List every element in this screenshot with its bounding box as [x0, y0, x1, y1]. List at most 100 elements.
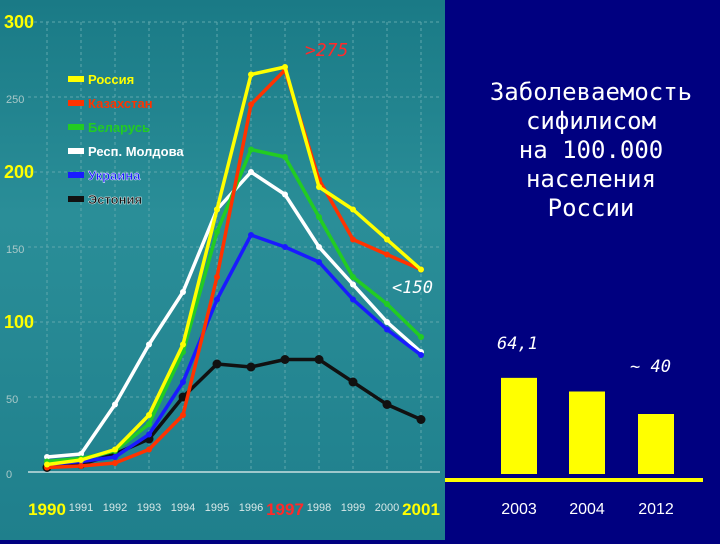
peak-annotation: >275	[305, 40, 349, 61]
y-tick-label: 100	[4, 312, 34, 332]
data-point	[214, 296, 220, 303]
x-tick-label: 1993	[137, 502, 161, 514]
bar-category-label: 2003	[501, 501, 537, 518]
data-point	[384, 251, 390, 258]
data-point	[416, 415, 426, 424]
data-point	[112, 401, 118, 408]
data-point	[146, 412, 152, 418]
data-point	[112, 454, 118, 460]
data-point	[214, 206, 220, 213]
legend-label: Эстония	[88, 192, 142, 207]
data-point	[350, 274, 356, 280]
data-point	[384, 319, 390, 325]
data-point	[112, 446, 118, 453]
x-tick-label: 1997	[266, 500, 304, 519]
y-tick-label: 0	[6, 469, 12, 481]
data-point	[314, 355, 324, 364]
data-point	[282, 244, 288, 250]
legend-swatch	[68, 148, 84, 154]
slide-title: Заболеваемость сифилисом на 100.000 насе…	[489, 78, 693, 222]
data-point	[418, 352, 424, 358]
data-point	[146, 431, 152, 438]
y-tick-label: 300	[4, 12, 34, 32]
line-chart: 300 250 200 150 100 50 0 1990 1991 1992 1993 1994 19…	[4, 12, 440, 519]
data-point	[418, 266, 424, 273]
bar-category-label: 2012	[638, 501, 674, 518]
legend-swatch	[68, 100, 84, 106]
bar-chart: 2003 2004 2012	[265, 377, 703, 518]
data-point	[78, 463, 84, 469]
data-point	[384, 301, 390, 307]
x-tick-label: 1992	[103, 502, 127, 514]
bar-category-label: 2004	[569, 501, 605, 518]
data-point	[282, 191, 288, 198]
legend-label: Казахстан	[88, 96, 153, 111]
y-tick-label: 150	[6, 244, 24, 256]
x-tick-label: 2000	[375, 502, 399, 514]
data-point	[78, 457, 84, 463]
x-tick-label: 1990	[28, 500, 66, 519]
series-line	[46, 68, 422, 470]
data-point	[248, 71, 254, 78]
series-line	[46, 170, 423, 459]
data-point	[212, 359, 222, 369]
data-point	[146, 421, 152, 427]
data-point	[180, 379, 186, 385]
data-point	[180, 289, 186, 295]
bar-value-approx: ~ 40	[630, 357, 671, 377]
legend-label: Россия	[88, 72, 134, 87]
line-chart-photo: 300 250 200 150 100 50 0 1990 1991 1992 1993 1994 19…	[0, 0, 445, 540]
data-point	[248, 232, 254, 238]
data-point	[316, 184, 322, 190]
data-point	[44, 454, 50, 460]
y-tick-label: 50	[6, 394, 18, 406]
data-point	[180, 341, 186, 348]
data-point	[248, 101, 254, 108]
data-point	[280, 355, 290, 364]
data-point	[248, 169, 254, 175]
legend-swatch	[68, 196, 84, 202]
x-tick-label: 2001	[402, 500, 440, 519]
series-line	[46, 357, 422, 470]
data-point	[146, 341, 152, 348]
data-point	[146, 446, 152, 453]
right-panel: 2003 2004 2012	[265, 0, 720, 540]
data-point	[350, 296, 356, 303]
data-point	[316, 214, 322, 220]
legend-label: Респ. Молдова	[88, 144, 184, 159]
data-point	[418, 334, 424, 340]
x-tick-label: 1994	[171, 502, 195, 514]
series-line	[46, 65, 423, 467]
x-tick-label: 1995	[205, 502, 229, 514]
data-point	[348, 377, 358, 387]
data-point	[350, 236, 356, 243]
data-point	[316, 259, 322, 265]
data-point	[384, 236, 390, 243]
legend-swatch	[68, 76, 84, 82]
bar-value-2003: 64,1	[497, 334, 538, 354]
data-point	[282, 154, 288, 160]
series-line	[46, 233, 423, 467]
data-point	[78, 451, 84, 457]
data-point	[282, 64, 288, 70]
data-point	[350, 281, 356, 288]
bar	[638, 414, 674, 474]
legend-swatch	[68, 172, 84, 178]
legend-swatch	[68, 124, 84, 130]
data-point	[350, 206, 356, 213]
data-point	[44, 461, 50, 468]
y-tick-label: 250	[6, 94, 24, 106]
data-point	[246, 362, 256, 372]
data-point	[214, 274, 220, 280]
legend-label: Украина	[88, 168, 141, 183]
data-point	[384, 326, 390, 333]
legend-label: Беларусь	[88, 120, 150, 135]
data-point	[112, 460, 118, 466]
data-point	[180, 412, 186, 418]
x-tick-label: 1999	[341, 502, 365, 514]
y-tick-label: 200	[4, 162, 34, 182]
data-point	[214, 229, 220, 235]
low-annotation: <150	[392, 278, 433, 298]
data-point	[382, 400, 392, 409]
data-point	[248, 146, 254, 153]
